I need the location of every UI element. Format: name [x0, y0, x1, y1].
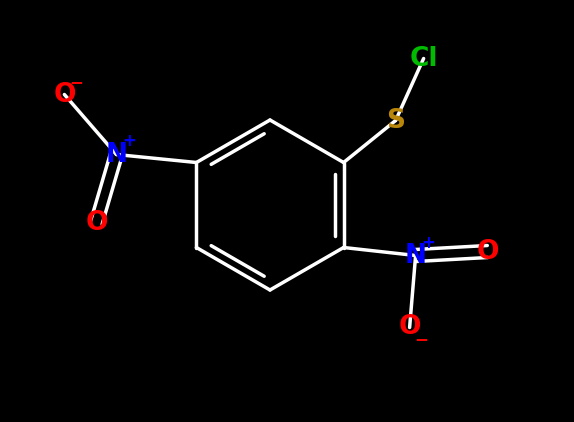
Text: Cl: Cl — [409, 46, 438, 71]
Text: +: + — [122, 133, 137, 151]
Text: −: − — [69, 73, 83, 92]
Text: O: O — [476, 238, 499, 265]
Text: −: − — [414, 330, 429, 349]
Text: N: N — [405, 243, 426, 268]
Text: +: + — [422, 233, 436, 252]
Text: O: O — [85, 209, 108, 235]
Text: O: O — [53, 81, 76, 108]
Text: N: N — [106, 141, 127, 168]
Text: O: O — [398, 314, 421, 341]
Text: S: S — [386, 108, 405, 133]
